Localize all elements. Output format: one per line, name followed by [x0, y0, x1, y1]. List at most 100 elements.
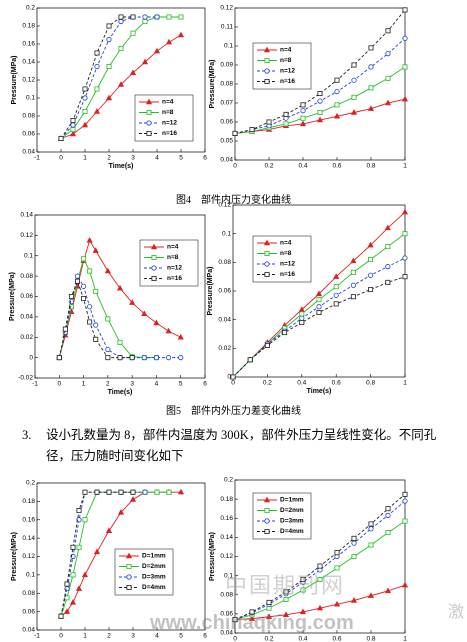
x-tick-label: 1: [83, 633, 87, 640]
y-tick-label: 0.07: [220, 100, 233, 107]
legend-label: n=12: [167, 265, 182, 272]
marker: [333, 112, 341, 119]
marker: [317, 563, 323, 569]
marker: [249, 609, 255, 615]
marker: [178, 14, 184, 20]
y-tick-label: -0.02: [18, 375, 33, 382]
marker: [94, 489, 100, 495]
x-tick-label: 0.8: [366, 163, 375, 170]
marker: [76, 508, 82, 514]
marker: [129, 496, 137, 502]
y-tick-label: 0.16: [220, 515, 233, 522]
marker: [402, 274, 408, 280]
marker: [165, 38, 173, 45]
marker: [178, 355, 184, 361]
marker: [282, 330, 288, 336]
x-tick-label: 6: [203, 155, 207, 162]
marker: [117, 355, 123, 361]
legend-label: n=16: [280, 271, 295, 278]
y-tick-label: 0.1: [24, 252, 33, 259]
x-tick-label: 0: [57, 381, 61, 388]
marker: [350, 109, 358, 115]
y-tick-label: 0.05: [220, 138, 233, 145]
marker: [106, 23, 112, 29]
marker: [64, 595, 70, 601]
marker: [105, 316, 111, 322]
marker: [385, 75, 391, 81]
y-tick-label: 0.02: [218, 345, 231, 352]
marker: [82, 86, 88, 92]
marker: [368, 287, 374, 293]
legend-marker: [263, 239, 271, 246]
marker: [247, 357, 253, 363]
marker: [316, 116, 324, 123]
x-tick-label: 3: [131, 633, 135, 640]
legend-marker: [151, 265, 157, 271]
legend-label: n=16: [280, 78, 295, 85]
marker: [69, 130, 77, 137]
marker: [283, 597, 289, 603]
marker: [105, 346, 111, 353]
x-axis-label: Time(s): [108, 389, 133, 396]
marker: [368, 542, 374, 548]
legend-label: n=12: [280, 261, 295, 268]
marker: [153, 355, 160, 361]
marker: [368, 45, 374, 51]
series-line: [234, 9, 406, 134]
marker: [93, 288, 99, 294]
marker: [248, 615, 256, 621]
marker: [402, 518, 408, 524]
marker: [82, 517, 88, 523]
marker: [81, 296, 87, 302]
marker: [70, 127, 76, 133]
marker: [142, 14, 148, 20]
marker: [402, 231, 408, 237]
marker: [105, 527, 113, 533]
marker: [141, 355, 147, 361]
marker: [93, 322, 99, 328]
marker: [334, 550, 340, 556]
x-tick-label: 0.4: [298, 636, 307, 642]
y-tick-label: 0.12: [220, 5, 233, 12]
paragraph-text: 设小孔数量为 8，部件内温度为 300K，部件外压力呈线性变化。不同孔径，压力随…: [46, 428, 437, 463]
marker: [130, 489, 136, 495]
marker: [315, 290, 323, 297]
y-tick-label: 0.02: [20, 334, 33, 341]
marker: [266, 599, 272, 605]
x-tick-label: 5: [179, 381, 183, 388]
x-tick-label: 1: [83, 155, 87, 162]
x-tick-label: 4: [155, 381, 159, 388]
marker: [74, 273, 81, 279]
y-tick-label: 0.06: [218, 288, 231, 295]
marker: [351, 554, 357, 560]
marker: [130, 14, 136, 20]
legend-label: n=8: [280, 250, 292, 257]
x-tick-label: 0.6: [332, 380, 341, 387]
marker: [118, 489, 124, 495]
marker: [82, 489, 88, 495]
marker: [299, 120, 307, 127]
marker: [334, 102, 340, 108]
marker: [75, 585, 83, 591]
y-tick-label: 0.16: [22, 41, 35, 48]
y-axis-label: Pressure(MPa): [209, 532, 216, 581]
marker: [105, 355, 111, 361]
marker: [351, 94, 357, 100]
caption: 图5 部件内外压力差变化曲线: [166, 406, 301, 417]
marker: [350, 269, 356, 275]
x-tick-label: 0: [233, 636, 237, 642]
marker: [154, 489, 160, 495]
marker: [129, 299, 136, 305]
x-tick-label: -1: [34, 155, 40, 162]
y-tick-label: 0.14: [220, 534, 233, 541]
marker: [117, 508, 125, 515]
y-axis-label: Pressure(MPa): [207, 266, 214, 315]
y-tick-label: 0.2: [26, 5, 35, 12]
x-tick-label: 5: [179, 155, 183, 162]
y-tick-label: 0.14: [22, 59, 35, 66]
marker: [333, 284, 339, 290]
marker: [265, 613, 273, 619]
marker: [106, 36, 112, 43]
marker: [232, 617, 238, 623]
marker: [141, 58, 149, 65]
